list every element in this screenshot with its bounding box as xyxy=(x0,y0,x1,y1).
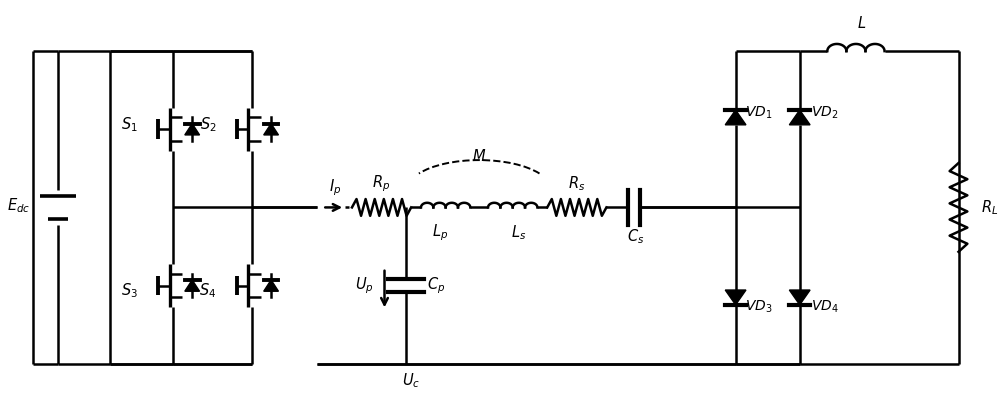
Text: $U_p$: $U_p$ xyxy=(355,275,374,296)
Polygon shape xyxy=(725,110,746,125)
Text: $S_4$: $S_4$ xyxy=(199,281,217,300)
Text: $M$: $M$ xyxy=(472,148,486,164)
Text: $VD_3$: $VD_3$ xyxy=(745,298,772,315)
Text: $L_p$: $L_p$ xyxy=(432,223,448,243)
Text: $R_s$: $R_s$ xyxy=(568,175,585,193)
Polygon shape xyxy=(264,124,278,135)
Polygon shape xyxy=(185,124,200,135)
Text: $R_L$: $R_L$ xyxy=(981,198,999,217)
Polygon shape xyxy=(725,290,746,305)
Text: $C_p$: $C_p$ xyxy=(427,275,445,296)
Polygon shape xyxy=(789,290,810,305)
Text: $VD_4$: $VD_4$ xyxy=(811,298,838,315)
Text: $S_2$: $S_2$ xyxy=(200,115,216,134)
Polygon shape xyxy=(264,280,278,291)
Text: $VD_1$: $VD_1$ xyxy=(745,105,772,122)
Text: $S_1$: $S_1$ xyxy=(121,115,137,134)
Text: $L$: $L$ xyxy=(857,15,866,32)
Text: $L_s$: $L_s$ xyxy=(511,224,526,242)
Polygon shape xyxy=(789,110,810,125)
Text: $E_{dc}$: $E_{dc}$ xyxy=(7,196,30,215)
Polygon shape xyxy=(185,280,200,291)
Text: $VD_2$: $VD_2$ xyxy=(811,105,838,122)
Text: $I_p$: $I_p$ xyxy=(329,177,341,198)
Text: $U_c$: $U_c$ xyxy=(402,371,420,390)
Text: $R_p$: $R_p$ xyxy=(372,173,391,194)
Text: $S_3$: $S_3$ xyxy=(121,281,138,300)
Text: $C_s$: $C_s$ xyxy=(627,228,645,246)
